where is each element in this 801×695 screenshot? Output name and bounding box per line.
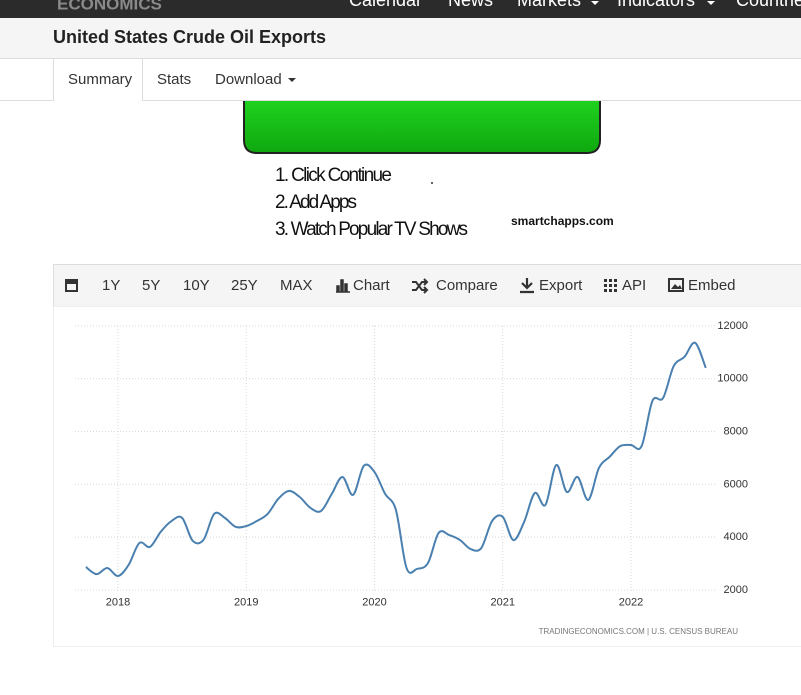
tab[interactable]: Download bbox=[215, 71, 282, 88]
y-tick-label: 2000 bbox=[724, 584, 748, 596]
ad-button[interactable] bbox=[244, 101, 600, 153]
y-tick-label: 8000 bbox=[724, 425, 748, 437]
toolbar-item[interactable]: 5Y bbox=[142, 277, 160, 294]
x-tick-label: 2018 bbox=[106, 597, 130, 609]
x-tick-label: 2019 bbox=[234, 597, 258, 609]
y-tick-label: 4000 bbox=[724, 531, 748, 543]
logo[interactable]: ECONOMICS bbox=[57, 0, 162, 13]
tab-mask bbox=[54, 99, 142, 102]
ad-step: 1. Click Continue bbox=[275, 165, 392, 186]
ad-step: 3. Watch Popular TV Shows bbox=[275, 219, 468, 240]
chart-source: TRADINGECONOMICS.COM | U.S. CENSUS BUREA… bbox=[539, 627, 739, 636]
caret bbox=[288, 78, 296, 82]
y-tick-label: 12000 bbox=[717, 320, 748, 332]
api-icon bbox=[604, 279, 617, 292]
toolbar-item[interactable]: Chart bbox=[353, 277, 391, 294]
calendar-icon[interactable] bbox=[65, 279, 78, 292]
page-title: United States Crude Oil Exports bbox=[53, 27, 326, 47]
toolbar-item[interactable]: 1Y bbox=[102, 277, 120, 294]
toolbar-item[interactable]: MAX bbox=[280, 277, 313, 294]
ad-step: 2. Add Apps bbox=[275, 192, 357, 213]
tab[interactable]: Summary bbox=[68, 71, 133, 88]
toolbar-item[interactable]: API bbox=[622, 277, 646, 294]
toolbar-item[interactable]: 10Y bbox=[183, 277, 210, 294]
x-tick-label: 2022 bbox=[619, 597, 643, 609]
x-tick-label: 2020 bbox=[362, 597, 386, 609]
nav-item[interactable]: News bbox=[448, 0, 493, 10]
toolbar-item[interactable]: Export bbox=[539, 277, 583, 294]
chart-frame bbox=[54, 307, 801, 647]
nav-item[interactable]: Countries bbox=[736, 0, 801, 10]
toolbar-item[interactable]: 25Y bbox=[231, 277, 258, 294]
ad-dot bbox=[431, 182, 433, 184]
nav-item[interactable]: Calendar bbox=[349, 0, 422, 10]
tab[interactable]: Stats bbox=[157, 71, 191, 88]
x-tick-label: 2021 bbox=[490, 597, 514, 609]
nav-item[interactable]: Markets bbox=[517, 0, 581, 10]
nav-item[interactable]: Indicators bbox=[617, 0, 695, 10]
ad-site[interactable]: smartchapps.com bbox=[511, 214, 614, 228]
icon bbox=[67, 284, 76, 290]
y-tick-label: 6000 bbox=[724, 478, 748, 490]
y-tick-label: 10000 bbox=[717, 373, 748, 385]
toolbar-item[interactable]: Embed bbox=[688, 277, 736, 294]
toolbar-item[interactable]: Compare bbox=[436, 277, 498, 294]
